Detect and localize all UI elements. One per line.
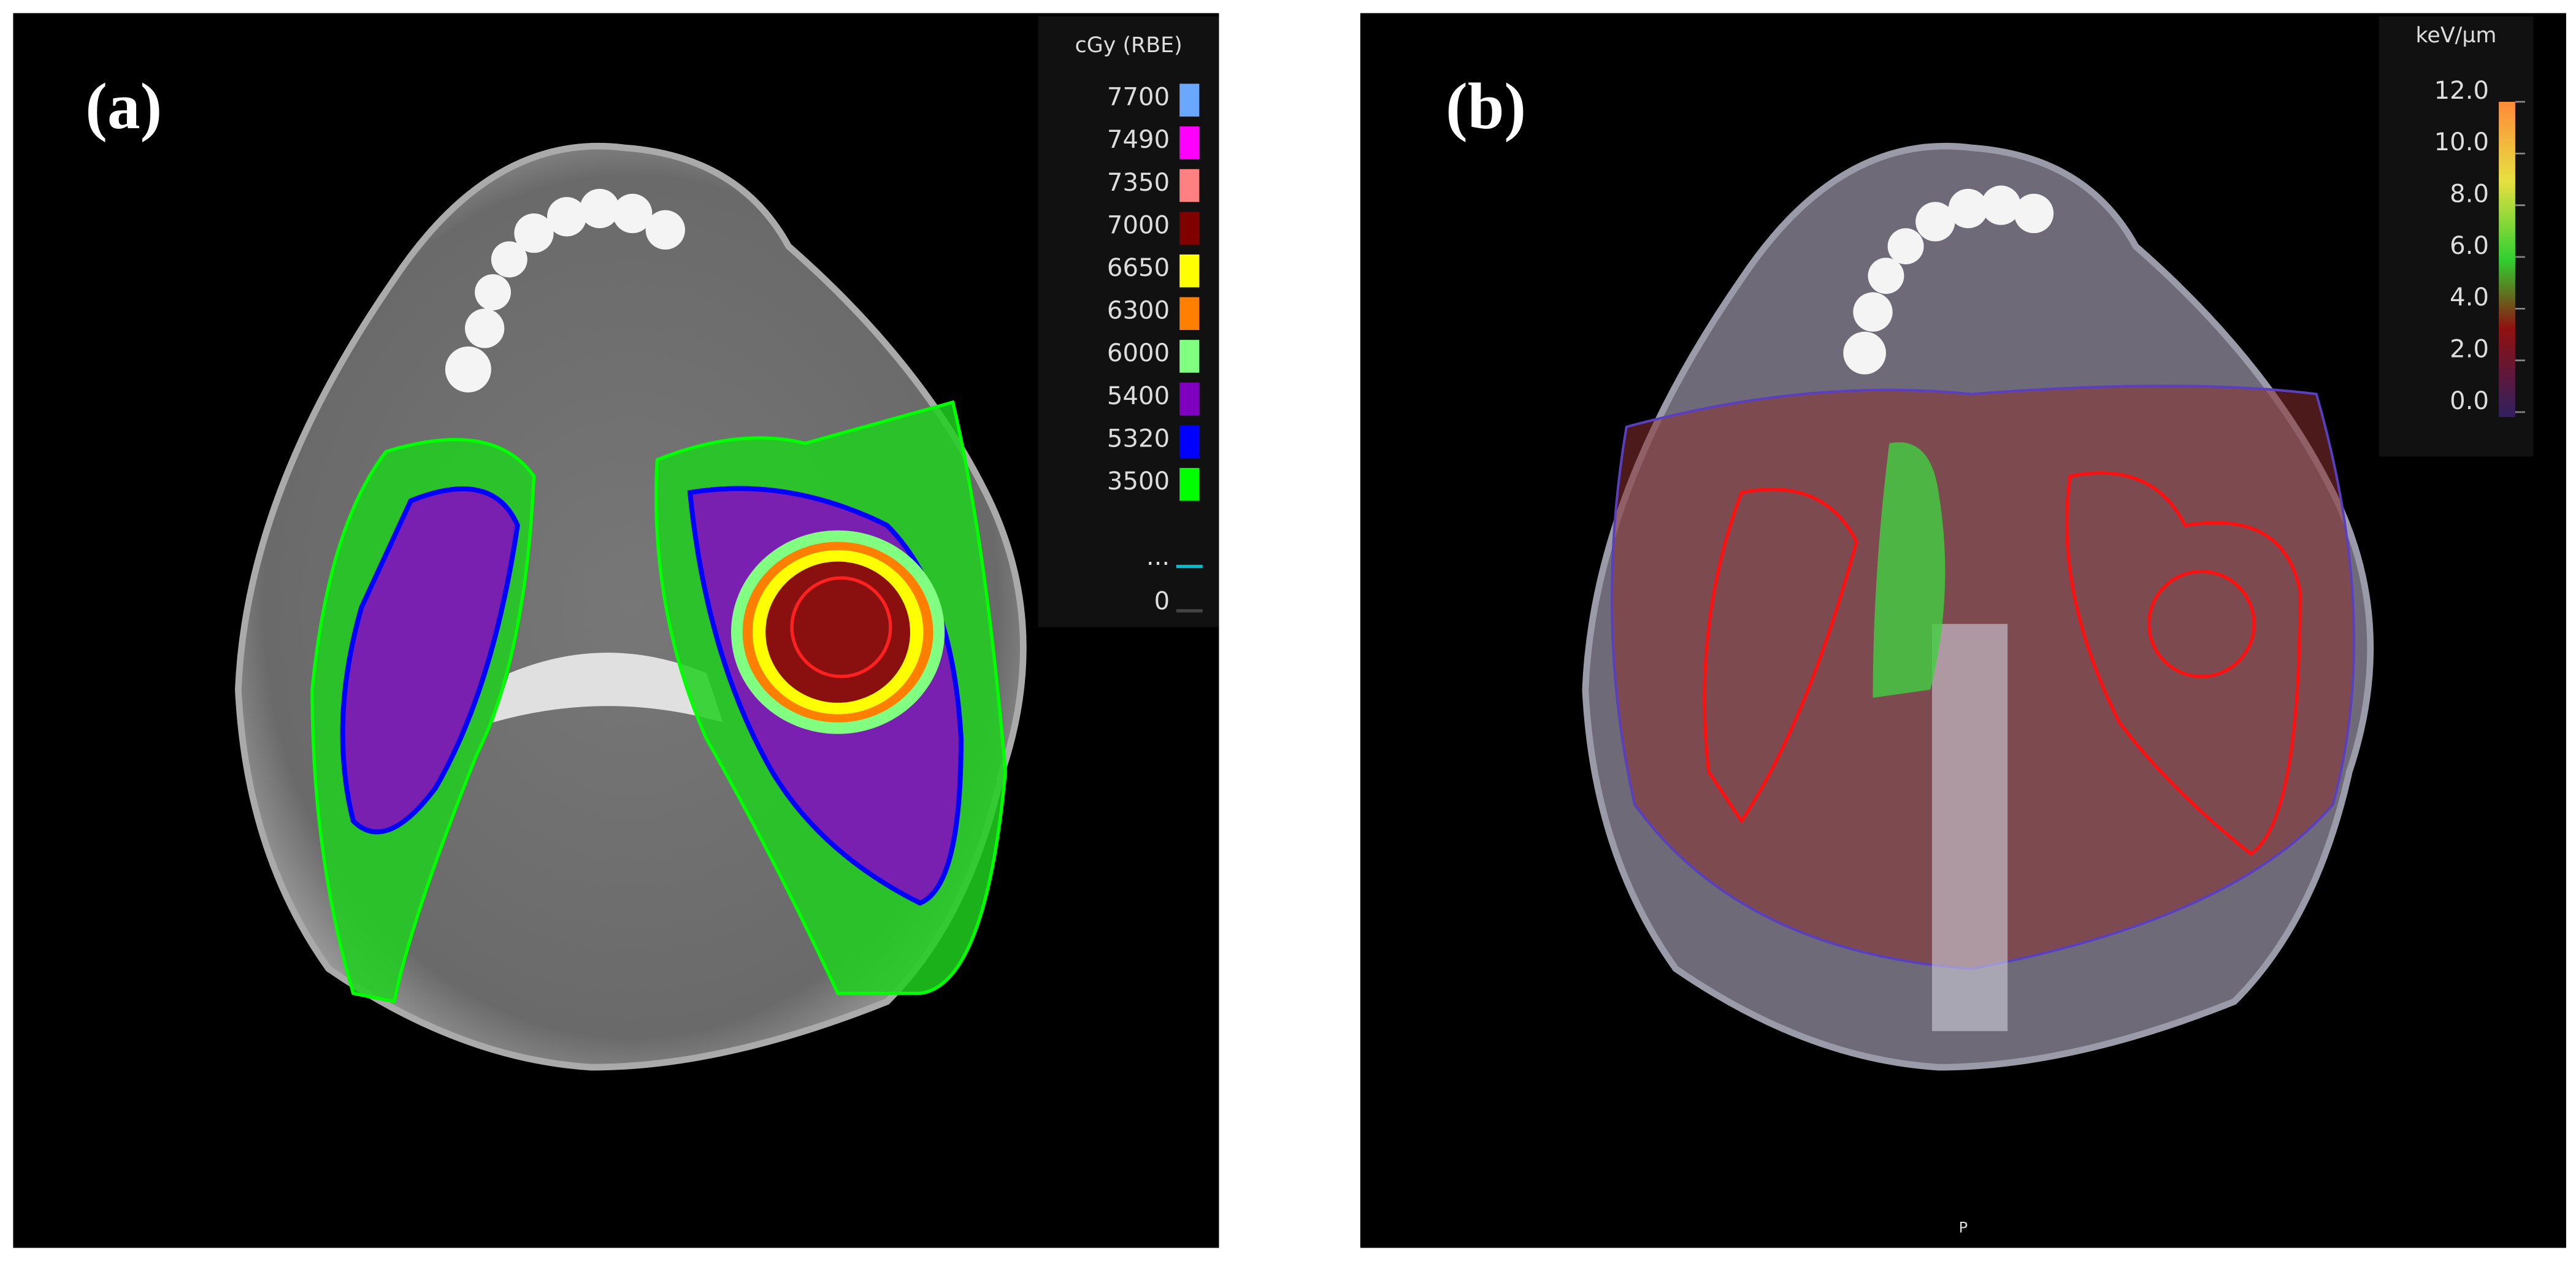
contour [2064,471,2302,856]
legend-swatch [1179,297,1200,331]
legend-label: 6300 [1107,297,1170,325]
legend-unit: keV/µm [2416,23,2497,48]
legend-label: 6000 [1107,339,1170,367]
legend-label: 8.0 [2450,180,2489,209]
legend-label: 6650 [1107,254,1170,282]
teeth [445,188,685,393]
legend-label: 5400 [1107,382,1170,410]
teeth [1843,185,2054,375]
legend-label: 0 [1154,587,1170,615]
orientation-label: P [1959,1219,1968,1236]
legend-label: 3500 [1107,467,1170,496]
legend-label: 5320 [1107,424,1170,453]
legend-swatch [1179,83,1200,117]
contour [790,576,892,678]
legend-label: 2.0 [2450,335,2489,364]
legend-label: 10.0 [2434,128,2489,156]
legend-label: 0.0 [2450,387,2489,415]
contour [1703,488,1858,824]
legend-swatch [1179,126,1200,159]
panel-label: (b) [1446,71,1526,143]
let-high [1873,442,1945,698]
legend-swatch [1179,340,1200,373]
legend-swatch [1176,564,1203,569]
legend-label: 6.0 [2450,232,2489,260]
vertebra [493,653,723,722]
panel-a: (a) cGy (RBE) [13,13,1219,1248]
legend-label: 4.0 [2450,283,2489,312]
contour [2147,569,2256,678]
legend-swatch [1179,382,1200,416]
dose-purple-left [340,486,520,835]
beam-gap [1932,624,2008,1032]
legend-swatch [1179,169,1200,202]
legend-swatch [1179,467,1200,501]
colorbar [2499,101,2515,417]
legend-label: 7700 [1107,83,1170,112]
dose-7000 [765,561,910,703]
legend-label: 7490 [1107,126,1170,154]
legend-label: 7000 [1107,211,1170,239]
legend-swatch [1179,425,1200,458]
legend-label: 7350 [1107,169,1170,197]
legend-swatch [1179,254,1200,288]
panel-label: (a) [85,71,162,143]
legend-swatch [1176,609,1203,613]
panel-b: (b) P keV/µm [1360,13,2566,1248]
legend-swatch [1179,212,1200,245]
legend-unit: cGy (RBE) [1075,33,1183,58]
legend-label: ... [1146,543,1170,571]
legend-label: 12.0 [2434,77,2489,105]
